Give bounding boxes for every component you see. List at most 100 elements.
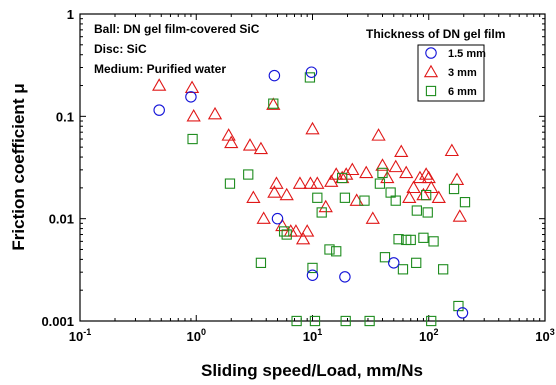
data-point	[394, 144, 409, 158]
data-point	[316, 207, 327, 218]
data-point	[345, 162, 360, 176]
data-point	[242, 138, 258, 151]
data-point	[278, 226, 290, 237]
data-point	[388, 159, 403, 173]
data-point	[411, 205, 422, 216]
data-point	[288, 224, 304, 237]
data-point	[371, 128, 386, 141]
legend-markers	[423, 47, 439, 97]
data-point	[448, 183, 460, 195]
y-tick-label: 0.01	[49, 212, 74, 227]
data-point	[310, 176, 325, 189]
data-point	[291, 315, 302, 327]
data-point	[426, 315, 437, 327]
data-point	[412, 170, 428, 184]
annotation-disc: Disc: SiC	[94, 42, 147, 56]
data-point	[307, 262, 318, 274]
data-point	[421, 170, 436, 184]
data-point	[281, 229, 292, 240]
data-point	[390, 195, 401, 206]
x-tick-label: 101	[303, 327, 322, 344]
data-point	[405, 234, 416, 246]
data-point	[339, 192, 351, 203]
data-point	[377, 167, 388, 179]
data-point	[253, 141, 269, 155]
data-point	[266, 97, 281, 110]
x-tick-label: 102	[419, 327, 438, 344]
data-point	[422, 207, 433, 218]
data-point	[379, 252, 391, 263]
annotation-block: Ball: DN gel film-covered SiC Disc: SiC …	[94, 22, 260, 76]
data-point	[456, 307, 469, 319]
legend-marker	[425, 85, 437, 97]
data-point	[393, 234, 404, 245]
data-point	[388, 257, 400, 269]
data-point	[359, 195, 370, 206]
data-point	[324, 174, 339, 187]
axis-ticks: 10-1 100 101 102 103 1 0.1 0.01 0.001	[41, 7, 554, 344]
data-point	[421, 189, 432, 201]
data-point	[187, 133, 198, 145]
data-point	[303, 176, 318, 189]
data-point	[292, 176, 308, 189]
data-point	[255, 257, 267, 269]
data-point	[453, 300, 464, 312]
data-point	[153, 104, 165, 116]
legend-label-3mm: 3 mm	[448, 67, 477, 79]
data-point	[359, 165, 374, 179]
y-axis-title: Friction coefficient μ	[9, 83, 28, 250]
data-point	[364, 315, 375, 327]
data-point	[365, 211, 380, 224]
data-point	[306, 269, 319, 281]
data-point	[185, 91, 197, 103]
data-point	[246, 190, 261, 203]
data-point	[305, 66, 318, 78]
data-point	[428, 236, 439, 247]
data-point	[406, 180, 421, 194]
data-point	[295, 231, 311, 245]
data-point	[418, 232, 429, 243]
data-point	[207, 106, 223, 120]
data-point	[305, 121, 320, 135]
y-tick-label: 1	[67, 7, 74, 22]
data-point	[318, 199, 333, 213]
data-point	[337, 172, 348, 184]
data-point	[375, 158, 390, 171]
data-point	[374, 178, 386, 189]
data-point	[271, 212, 284, 225]
legend-label-1.5mm: 1.5 mm	[448, 48, 486, 60]
data-point	[397, 264, 409, 275]
annotation-ball: Ball: DN gel film-covered SiC	[94, 22, 260, 36]
data-point	[444, 143, 459, 157]
x-tick-label: 10-1	[69, 327, 91, 344]
x-tick-label: 103	[535, 327, 554, 344]
data-point	[452, 209, 467, 222]
legend-box	[417, 44, 485, 102]
data-point	[402, 190, 417, 203]
data-point	[339, 271, 351, 283]
data-point	[279, 187, 294, 201]
data-point	[224, 135, 239, 149]
data-point	[152, 78, 167, 91]
data-point	[256, 211, 271, 224]
data-point	[224, 178, 236, 189]
data-point	[269, 176, 284, 189]
data-point	[340, 315, 351, 327]
data-point	[399, 165, 414, 179]
data-point	[186, 109, 201, 122]
data-point	[309, 315, 321, 327]
data-point	[437, 264, 449, 275]
data-point	[331, 246, 342, 257]
legend-label-6mm: 6 mm	[448, 86, 477, 98]
annotation-medium: Medium: Purified water	[94, 62, 226, 76]
data-point	[300, 224, 315, 237]
legend: Thickness of DN gel film 1.5 mm 3 mm 6 m…	[366, 27, 505, 102]
data-point	[268, 98, 279, 109]
data-point	[267, 185, 282, 198]
y-tick-label: 0.1	[56, 109, 74, 124]
legend-marker	[425, 47, 437, 59]
y-tick-label: 0.001	[41, 314, 74, 329]
data-point	[431, 190, 446, 203]
data-point	[411, 257, 422, 269]
